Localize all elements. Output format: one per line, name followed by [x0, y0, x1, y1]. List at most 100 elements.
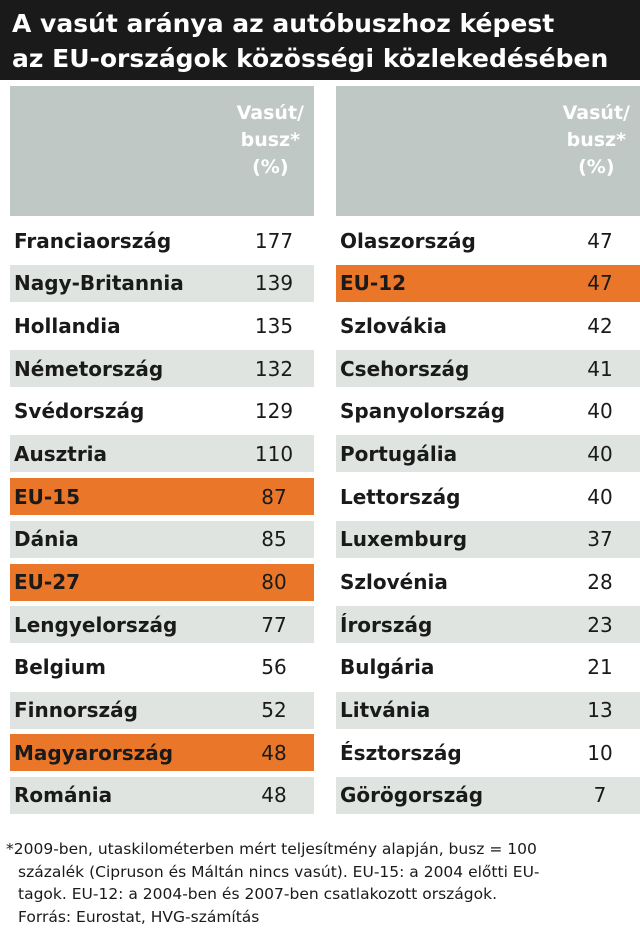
ratio-value: 139	[254, 271, 294, 296]
ratio-value: 135	[254, 313, 294, 338]
table-row: Lettország 40	[336, 478, 640, 515]
table-row: Németország 132	[10, 350, 314, 388]
ratio-value: 47	[587, 228, 613, 253]
ratio-value: 56	[261, 655, 287, 680]
ratio-value: 110	[254, 441, 294, 466]
table-row: Szlovénia 28	[336, 564, 640, 601]
ratio-value: 10	[587, 740, 613, 765]
title-line-1: A vasút aránya az autóbuszhoz képest	[12, 9, 555, 38]
ratio-value: 21	[587, 655, 613, 680]
country-label: Svédország	[14, 399, 145, 424]
country-label: Észtország	[340, 740, 462, 765]
table-row: Nagy-Britannia 139	[10, 264, 314, 302]
table-row: Finnország 52	[10, 691, 314, 729]
ratio-value: 37	[587, 527, 613, 552]
country-label: Belgium	[14, 655, 106, 680]
ratio-value: 13	[587, 698, 613, 723]
table-row: Magyarország 48	[10, 734, 314, 772]
ratio-value: 80	[261, 570, 287, 594]
ratio-value: 132	[254, 356, 294, 381]
country-label: Hollandia	[14, 313, 121, 338]
country-label: Szlovákia	[340, 313, 447, 338]
table-row: Románia 48	[10, 776, 314, 814]
ratio-value: 52	[261, 698, 287, 723]
left-header-label: Vasút/ busz* (%)	[236, 102, 304, 178]
country-label: Lettország	[340, 484, 461, 509]
right-rows: Olaszország 47 EU-12 47 Szlovákia 42 Csehorszá…	[336, 222, 640, 814]
country-label: Ausztria	[14, 441, 108, 466]
table-row: Luxemburg 37	[336, 520, 640, 558]
table-row: Svédország 129	[10, 393, 314, 430]
table-row: Franciaország 177	[10, 222, 314, 259]
country-label: Olaszország	[340, 228, 476, 253]
title-line-2: az EU-országok közösségi közlekedésében	[12, 44, 609, 73]
footnote-line-1: *2009-ben, utaskilométerben mért teljesí…	[6, 840, 537, 858]
left-rows: Franciaország 177 Nagy-Britannia 139 Holland…	[10, 222, 314, 814]
country-label: Csehország	[340, 356, 470, 381]
country-label: Románia	[14, 783, 113, 808]
ratio-value: 28	[587, 570, 613, 594]
table-row: Litvánia 13	[336, 691, 640, 729]
ratio-value: 48	[261, 783, 287, 808]
country-label: EU-15	[14, 484, 81, 509]
country-label: Németország	[14, 356, 164, 381]
ratio-value: 48	[261, 740, 287, 765]
ratio-value: 177	[254, 228, 294, 253]
right-column-header: Vasút/ busz* (%)	[336, 86, 640, 216]
country-label: Magyarország	[14, 740, 174, 765]
footnote: *2009-ben, utaskilométerben mért teljesí…	[0, 838, 640, 928]
table-row: EU-12 47	[336, 264, 640, 302]
table-row: Lengyelország 77	[10, 606, 314, 644]
table-row: Spanyolország 40	[336, 393, 640, 430]
left-table: Vasút/ busz* (%) Franciaország 177 Nagy-Br…	[10, 86, 314, 820]
ratio-value: 7	[593, 783, 607, 808]
country-label: Bulgária	[340, 655, 435, 680]
table-row: Ausztria 110	[10, 435, 314, 473]
left-column-header: Vasút/ busz* (%)	[10, 86, 314, 216]
table-row: Csehország 41	[336, 350, 640, 388]
country-label: Dánia	[14, 527, 79, 552]
country-label: EU-12	[340, 271, 407, 296]
table-row: Észtország 10	[336, 734, 640, 771]
ratio-value: 40	[587, 484, 613, 509]
country-label: Franciaország	[14, 228, 172, 253]
table-row: Hollandia 135	[10, 307, 314, 344]
ratio-value: 87	[261, 484, 287, 509]
ratio-value: 40	[587, 441, 613, 466]
country-label: Spanyolország	[340, 399, 506, 424]
ratio-value: 42	[587, 313, 613, 338]
table-row: Olaszország 47	[336, 222, 640, 259]
table-row: EU-15 87	[10, 478, 314, 516]
footnote-line-4: Forrás: Eurostat, HVG-számítás	[18, 907, 260, 926]
table-row: Szlovákia 42	[336, 307, 640, 344]
ratio-value: 41	[587, 356, 613, 381]
country-label: Finnország	[14, 698, 138, 723]
table-row: Portugália 40	[336, 435, 640, 473]
footnote-line-3: tagok. EU-12: a 2004-ben és 2007-ben csa…	[18, 885, 498, 903]
table-row: Dánia 85	[10, 520, 314, 558]
ratio-value: 85	[261, 527, 287, 552]
footnote-line-2: százalék (Cipruson és Máltán nincs vasút…	[18, 862, 540, 881]
ratio-value: 23	[587, 612, 613, 637]
ratio-value: 129	[254, 399, 294, 424]
ratio-value: 77	[261, 612, 287, 637]
table-row: EU-27 80	[10, 563, 314, 601]
country-label: Szlovénia	[340, 570, 448, 594]
chart-title: A vasút aránya az autóbuszhoz képest az …	[0, 0, 640, 80]
country-label: Írország	[340, 612, 433, 637]
table-row: Bulgária 21	[336, 649, 640, 686]
country-label: Görögország	[340, 783, 484, 808]
country-label: Portugália	[340, 441, 458, 466]
country-label: Litvánia	[340, 698, 431, 723]
ratio-value: 47	[587, 271, 613, 296]
country-label: Luxemburg	[340, 527, 468, 552]
table-row: Írország 23	[336, 606, 640, 644]
country-label: Nagy-Britannia	[14, 271, 184, 296]
table-row: Belgium 56	[10, 649, 314, 686]
ratio-value: 40	[587, 399, 613, 424]
country-label: EU-27	[14, 570, 81, 594]
right-table: Vasút/ busz* (%) Olaszország 47 EU-12 47 Szl…	[336, 86, 640, 820]
right-header-label: Vasút/ busz* (%)	[562, 102, 630, 178]
table-row: Görögország 7	[336, 776, 640, 814]
country-label: Lengyelország	[14, 612, 178, 637]
